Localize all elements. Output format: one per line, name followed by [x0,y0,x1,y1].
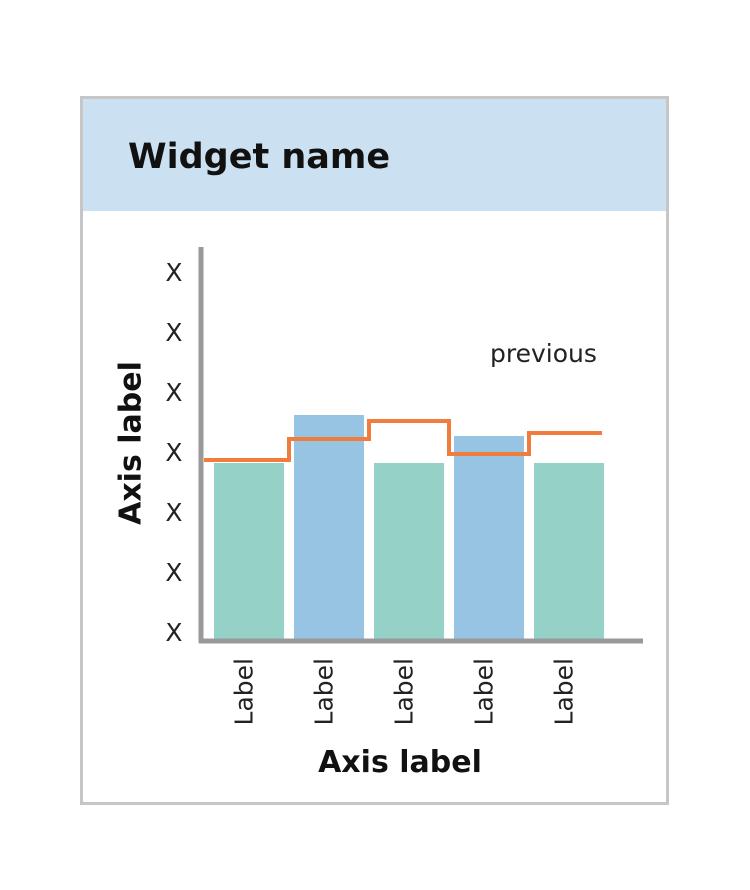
bar [454,436,524,640]
widget-title: Widget name [128,137,391,177]
x-tick-label: Label [550,658,579,725]
bar [534,463,604,640]
bar [294,415,364,640]
x-tick-label: Label [470,658,499,725]
series-label-previous: previous [490,339,597,368]
x-tick-label: Label [310,658,339,725]
y-tick-label: X [165,498,182,527]
y-tick-label: X [165,378,182,407]
bar [214,463,284,640]
widget-card: Widget name [80,96,669,805]
x-axis-title: Axis label [318,745,482,780]
bar [374,463,444,640]
y-tick-label: X [165,558,182,587]
y-tick-label: X [165,618,182,647]
y-axis-title: Axis label [114,361,149,525]
widget-header: Widget name [83,99,666,211]
series-line-previous [204,419,602,462]
y-tick-label: X [165,438,182,467]
y-tick-label: X [165,258,182,287]
x-tick-label: Label [230,658,259,725]
y-tick-label: X [165,318,182,347]
x-tick-label: Label [390,658,419,725]
